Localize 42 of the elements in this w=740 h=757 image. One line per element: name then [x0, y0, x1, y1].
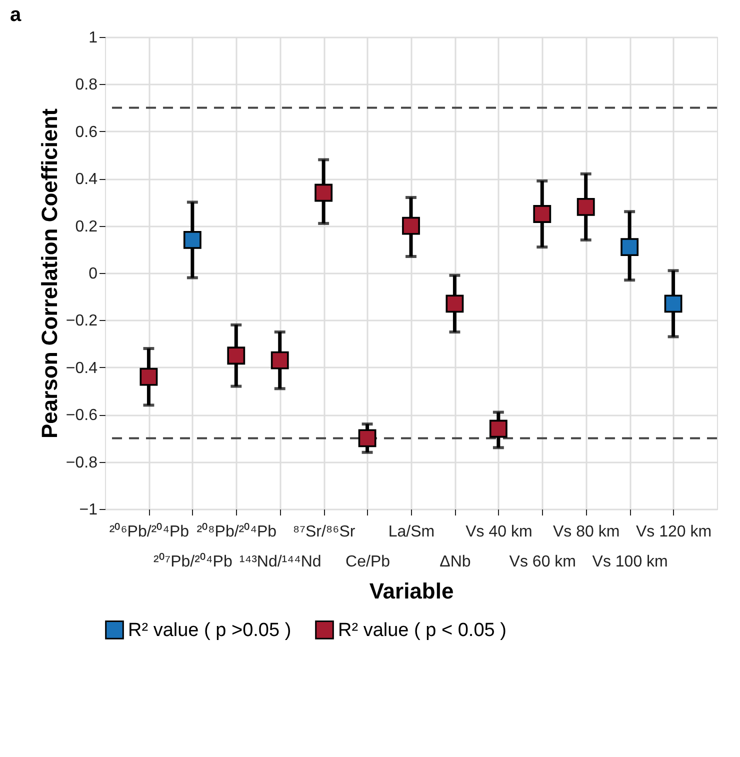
- chart-title: a: [10, 4, 22, 26]
- point: [402, 216, 420, 235]
- x-tick-label: ²⁰⁸Pb/²⁰⁴Pb: [196, 522, 277, 540]
- x-axis-title: Variable: [369, 578, 454, 604]
- y-tick-label: 0: [88, 266, 98, 282]
- x-tick-label: Vs 100 km: [592, 554, 668, 570]
- y-tick-label: −0.8: [66, 454, 98, 472]
- x-tick-label: Vs 80 km: [553, 524, 620, 540]
- x-tick-label: La/Sm: [388, 524, 435, 540]
- y-tick-label: 1: [88, 30, 98, 46]
- legend-label: R² value ( p < 0.05 ): [338, 620, 506, 641]
- point: [227, 346, 246, 365]
- y-tick-label: 0.4: [75, 171, 98, 188]
- legend-label: R² value ( p >0.05 ): [128, 620, 292, 641]
- point: [664, 294, 682, 313]
- point: [270, 351, 289, 370]
- y-axis-title: Pearson Correlation Coefficient: [36, 108, 62, 439]
- point: [314, 184, 333, 202]
- y-tick-label: 0.2: [75, 218, 98, 236]
- x-tick-label: Vs 60 km: [509, 554, 576, 570]
- point: [533, 205, 552, 223]
- point: [140, 368, 158, 386]
- y-tick-label: 0.8: [75, 76, 98, 94]
- y-tick-label: −0.2: [66, 312, 98, 330]
- x-tick-label: Ce/Pb: [346, 554, 390, 570]
- x-tick-label: Vs 40 km: [466, 524, 532, 540]
- x-tick-label: Vs 120 km: [636, 524, 712, 540]
- point: [446, 294, 464, 313]
- point: [358, 429, 376, 448]
- x-tick-label: ²⁰⁶Pb/²⁰⁴Pb: [109, 522, 190, 540]
- point: [620, 238, 639, 256]
- point: [183, 231, 202, 249]
- y-tick-label: −0.4: [66, 360, 98, 377]
- y-tick-label: 0.6: [75, 124, 98, 141]
- x-tick-label: ¹⁴³Nd/¹⁴⁴Nd: [239, 554, 322, 570]
- x-tick-label: ΔNb: [440, 554, 471, 570]
- point: [576, 198, 595, 216]
- point: [489, 420, 508, 438]
- y-tick-label: −0.6: [66, 407, 98, 424]
- y-tick-label: −1: [79, 502, 98, 518]
- x-tick-label: ²⁰⁷Pb/²⁰⁴Pb: [153, 552, 232, 570]
- x-tick-label: ⁸⁷Sr/⁸⁶Sr: [292, 524, 356, 540]
